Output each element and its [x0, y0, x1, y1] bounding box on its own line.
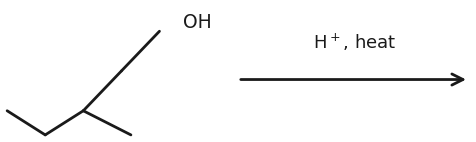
Text: H$^+$, heat: H$^+$, heat — [313, 32, 396, 53]
Text: OH: OH — [183, 13, 212, 32]
